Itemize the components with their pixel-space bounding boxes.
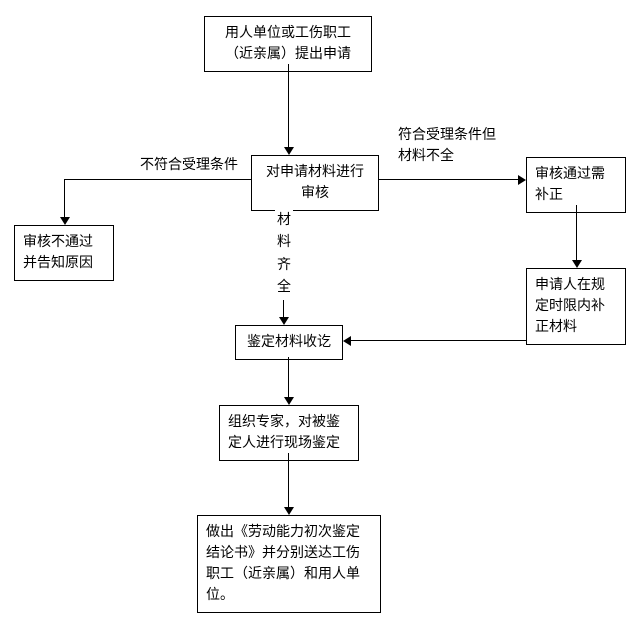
arrow-supplement-applicant	[576, 205, 577, 260]
node-applicant-supplement: 申请人在规定时限内补正材料	[526, 268, 626, 345]
arrow-review-reject-v	[64, 179, 65, 217]
node-reject: 审核不通过并告知原因	[14, 225, 114, 281]
arrow-applicant-material-h	[351, 340, 526, 341]
arrowhead-supplement-applicant	[572, 260, 582, 268]
arrow-review-reject-h	[64, 179, 251, 180]
arrowhead-applicant-material	[343, 336, 351, 346]
node-material-received-text: 鉴定材料收讫	[247, 335, 331, 350]
arrow-apply-review	[288, 64, 289, 147]
node-reject-text: 审核不通过并告知原因	[23, 235, 93, 271]
node-conclusion: 做出《劳动能力初次鉴定结论书》并分别送达工伤职工（近亲属）和用人单位。	[197, 515, 381, 613]
arrow-review-supplement	[379, 179, 518, 180]
node-apply-text: 用人单位或工伤职工（近亲属）提出申请	[225, 26, 351, 62]
label-qualified-incomplete: 符合受理条件但材料不全	[398, 125, 503, 167]
label-material-complete-text: 材料齐全	[277, 213, 291, 295]
node-applicant-supplement-text: 申请人在规定时限内补正材料	[535, 278, 605, 335]
label-not-qualified-text: 不符合受理条件	[140, 158, 238, 173]
arrowhead-review-material	[279, 317, 289, 325]
node-material-received: 鉴定材料收讫	[235, 325, 343, 360]
arrowhead-apply-review	[284, 147, 294, 155]
node-review: 对申请材料进行审核	[251, 155, 379, 211]
arrowhead-review-reject	[60, 217, 70, 225]
arrow-material-expert	[288, 357, 289, 397]
label-material-complete: 材料齐全	[275, 210, 293, 300]
node-expert-assess: 组织专家，对被鉴定人进行现场鉴定	[219, 405, 359, 461]
arrowhead-review-supplement	[518, 175, 526, 185]
node-need-supplement-text: 审核通过需补正	[535, 167, 605, 203]
arrowhead-material-expert	[284, 397, 294, 405]
arrow-expert-conclusion	[288, 453, 289, 507]
label-qualified-incomplete-text: 符合受理条件但材料不全	[398, 128, 496, 164]
node-expert-assess-text: 组织专家，对被鉴定人进行现场鉴定	[228, 415, 340, 451]
label-not-qualified: 不符合受理条件	[140, 155, 238, 176]
node-review-text: 对申请材料进行审核	[266, 165, 364, 201]
arrowhead-expert-conclusion	[284, 507, 294, 515]
node-conclusion-text: 做出《劳动能力初次鉴定结论书》并分别送达工伤职工（近亲属）和用人单位。	[206, 525, 360, 603]
